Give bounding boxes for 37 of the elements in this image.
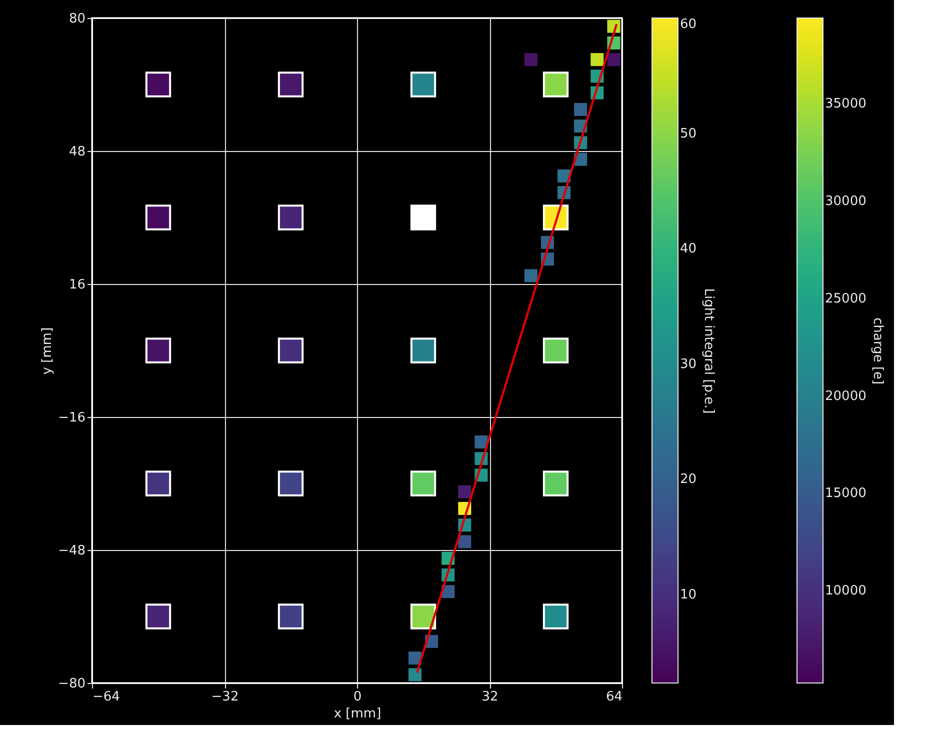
point: [458, 535, 472, 548]
color-bar-label: 30: [680, 356, 697, 372]
y-tick-label: −16: [58, 410, 86, 426]
point: [458, 485, 472, 498]
color-bar-label: 10: [680, 587, 697, 602]
color-bar-label: 10000: [825, 584, 866, 599]
x-tick-label: −64: [92, 690, 120, 704]
color-bar-label: 20000: [825, 388, 866, 404]
y-tick-label: 16: [68, 278, 86, 292]
color-bar-label: 40: [680, 242, 697, 257]
color-bar-title: charge [e]: [870, 318, 885, 384]
x-tick-label: 32: [482, 690, 498, 704]
x-tick-label: −32: [211, 690, 239, 704]
point: [408, 652, 422, 665]
x-tick-label: 64: [606, 690, 622, 704]
point: [524, 269, 538, 282]
y-tick-label: −80: [58, 676, 86, 692]
point: [590, 53, 604, 66]
point: [574, 102, 588, 116]
color-bar-title: Light integral [p.e.]: [701, 288, 716, 414]
color-bar-label: 50: [680, 126, 697, 142]
color-bar-label: 25000: [825, 291, 866, 306]
color-bar-label: 30000: [825, 194, 866, 210]
color-bar-label: 15000: [825, 486, 866, 502]
y-axis-title: y [mm]: [40, 327, 56, 375]
color-bar-label: 20: [680, 472, 697, 488]
x-axis-title: x [mm]: [334, 706, 382, 722]
y-tick-label: 48: [68, 144, 86, 160]
point: [408, 668, 422, 682]
color-bar-label: 35000: [825, 96, 866, 112]
color-bar-label: 60: [680, 17, 697, 32]
point: [524, 53, 538, 66]
point: [607, 53, 620, 66]
point: [474, 435, 488, 448]
x-tick-label: 0: [353, 690, 362, 704]
y-tick-label: −48: [58, 544, 86, 558]
y-tick-label: 80: [68, 12, 86, 26]
